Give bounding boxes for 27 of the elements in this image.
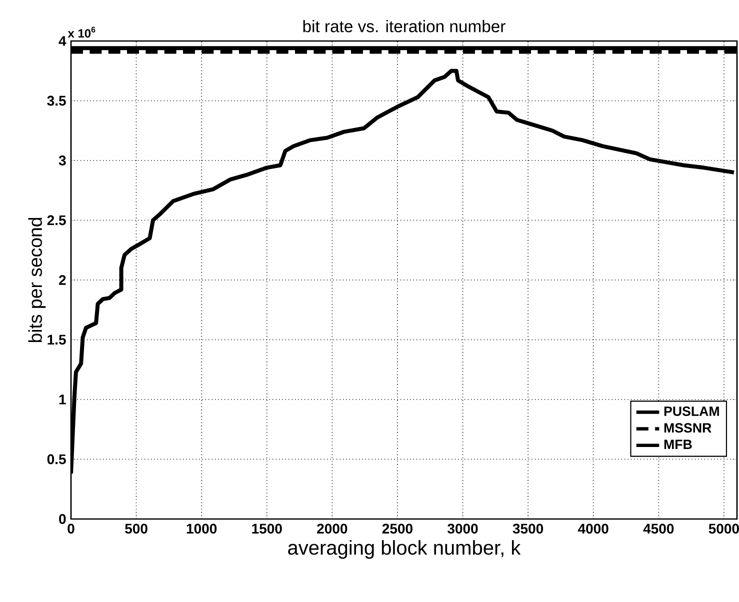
y-axis-title: bits per second xyxy=(28,218,46,342)
x-tick-label: 2000 xyxy=(317,524,348,534)
y-tick-label: 4 xyxy=(58,36,66,46)
legend-label: MFB xyxy=(664,440,692,449)
x-tick-label: 1000 xyxy=(186,524,217,534)
x-tick-label: 3500 xyxy=(512,524,544,534)
x-tick-label: 5000 xyxy=(708,524,739,534)
x-tick-label: 2500 xyxy=(382,524,412,534)
legend-label: PUSLAM xyxy=(664,406,719,416)
y-tick-label: 0 xyxy=(59,514,66,524)
legend-label: MSSNR xyxy=(664,423,712,433)
chart-title: bit rate vs. iteration number xyxy=(303,20,506,32)
x-tick-label: 4500 xyxy=(643,524,674,534)
x-tick-label: 4000 xyxy=(578,524,608,534)
x-tick-label: 0 xyxy=(68,524,74,534)
y-tick-label: 3.5 xyxy=(47,96,66,106)
x-axis-title: averaging block number, k xyxy=(288,540,521,559)
text: x 10$^{6}$ xyxy=(68,26,96,38)
y-tick-label: 1.5 xyxy=(48,334,66,345)
y-tick-label: 1 xyxy=(59,394,66,404)
y-tick-label: 2.5 xyxy=(47,215,66,226)
y-tick-label: 0.5 xyxy=(47,454,66,464)
y-tick-label: 2 xyxy=(58,275,66,285)
y-tick-label: 3 xyxy=(58,156,66,166)
x-tick-label: 500 xyxy=(125,524,148,534)
x-tick-label: 3000 xyxy=(448,524,478,534)
x-tick-label: 1500 xyxy=(252,524,282,534)
